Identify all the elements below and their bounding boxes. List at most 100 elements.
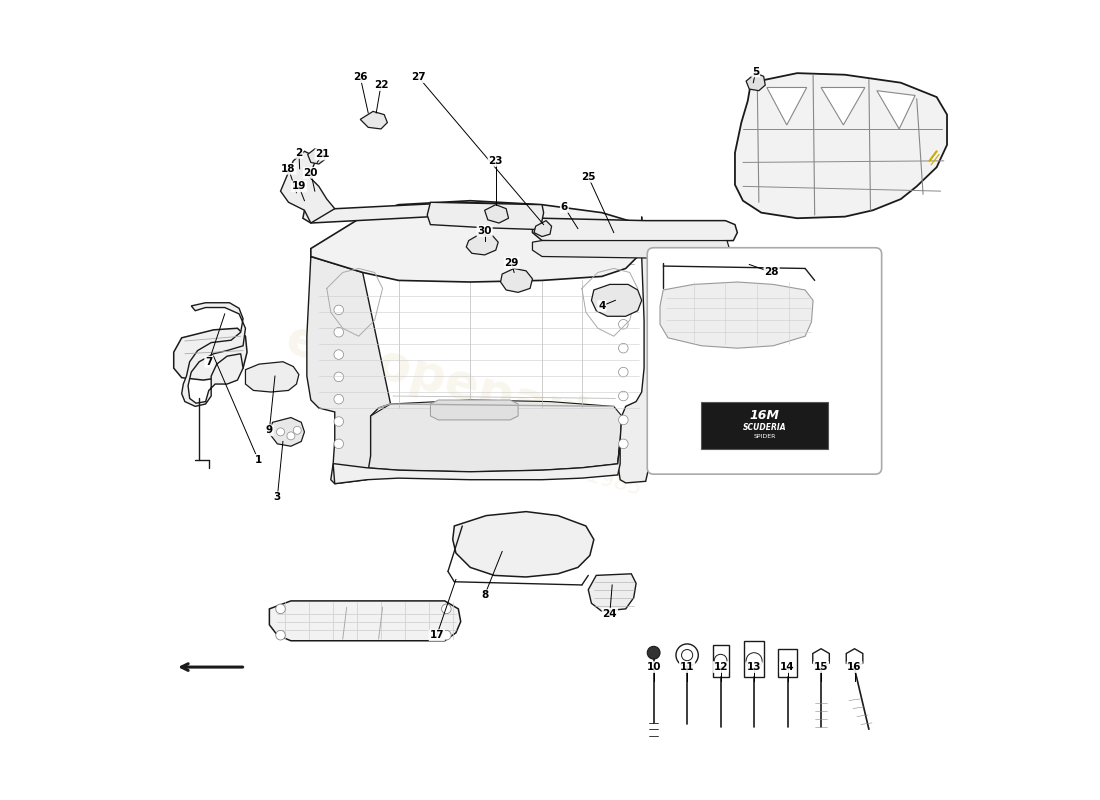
Circle shape (705, 227, 714, 235)
Polygon shape (430, 400, 518, 420)
Text: 13: 13 (747, 662, 761, 672)
Circle shape (609, 294, 622, 306)
Polygon shape (532, 218, 737, 242)
Text: automotive parts since 1985: automotive parts since 1985 (329, 397, 644, 499)
Text: 14: 14 (780, 662, 795, 672)
Text: 19: 19 (292, 182, 306, 191)
Polygon shape (302, 202, 542, 223)
Circle shape (673, 227, 682, 235)
Circle shape (441, 630, 451, 640)
Polygon shape (308, 149, 326, 164)
Circle shape (334, 372, 343, 382)
Bar (713, 645, 728, 677)
Circle shape (546, 227, 554, 235)
Polygon shape (361, 111, 387, 129)
Circle shape (641, 227, 650, 235)
Polygon shape (846, 649, 862, 668)
Circle shape (618, 367, 628, 377)
Circle shape (334, 417, 343, 426)
Text: 12: 12 (714, 662, 728, 672)
Circle shape (618, 343, 628, 353)
Polygon shape (535, 221, 551, 237)
Polygon shape (333, 440, 620, 484)
Text: 16: 16 (847, 662, 861, 672)
Text: SPIDER: SPIDER (754, 434, 776, 439)
Bar (778, 649, 798, 677)
Circle shape (647, 646, 660, 659)
Polygon shape (735, 73, 947, 218)
Text: 29: 29 (505, 258, 519, 268)
Circle shape (676, 644, 698, 666)
Circle shape (626, 227, 634, 235)
Text: 10: 10 (647, 662, 661, 672)
Text: 17: 17 (429, 630, 444, 640)
Text: 2: 2 (295, 148, 302, 158)
Circle shape (441, 604, 451, 614)
Polygon shape (767, 87, 806, 125)
Circle shape (594, 227, 602, 235)
Text: 11: 11 (680, 662, 694, 672)
Polygon shape (618, 217, 656, 483)
Text: 22: 22 (374, 80, 388, 90)
Circle shape (276, 428, 285, 436)
Circle shape (618, 391, 628, 401)
Circle shape (722, 227, 729, 235)
Polygon shape (245, 362, 299, 392)
Polygon shape (821, 87, 865, 125)
Text: 8: 8 (481, 590, 488, 600)
Polygon shape (280, 151, 334, 223)
Polygon shape (746, 73, 766, 90)
Polygon shape (500, 269, 532, 292)
Text: 21: 21 (316, 150, 330, 159)
Polygon shape (877, 90, 915, 129)
Circle shape (746, 653, 762, 669)
Text: 5: 5 (752, 66, 759, 77)
Text: 20: 20 (304, 168, 318, 178)
Circle shape (714, 654, 727, 667)
Polygon shape (427, 202, 543, 230)
Polygon shape (660, 282, 813, 348)
Text: 9: 9 (266, 426, 273, 435)
Polygon shape (532, 241, 729, 258)
Polygon shape (182, 302, 245, 406)
Text: 1: 1 (254, 454, 262, 465)
Text: europeparts: europeparts (280, 316, 628, 452)
Text: 16M: 16M (749, 410, 780, 422)
Polygon shape (174, 328, 248, 380)
Circle shape (609, 227, 618, 235)
Circle shape (276, 604, 285, 614)
Circle shape (334, 305, 343, 314)
Polygon shape (307, 249, 390, 484)
Polygon shape (485, 205, 508, 223)
Circle shape (618, 439, 628, 449)
Text: 23: 23 (488, 156, 503, 166)
Text: 27: 27 (411, 72, 426, 82)
Polygon shape (453, 512, 594, 577)
Text: 28: 28 (764, 267, 779, 278)
Text: 3: 3 (274, 492, 280, 502)
Polygon shape (270, 601, 461, 641)
Circle shape (287, 432, 295, 440)
Text: 26: 26 (353, 72, 367, 82)
Polygon shape (592, 285, 641, 316)
Circle shape (618, 319, 628, 329)
Circle shape (658, 227, 666, 235)
Polygon shape (270, 418, 305, 446)
Circle shape (334, 327, 343, 337)
Circle shape (578, 227, 586, 235)
Text: 24: 24 (603, 609, 617, 618)
Circle shape (276, 630, 285, 640)
Polygon shape (311, 201, 646, 282)
Text: 25: 25 (581, 172, 595, 182)
Circle shape (334, 439, 343, 449)
Text: 4: 4 (598, 301, 605, 311)
Circle shape (690, 227, 697, 235)
Text: 6: 6 (561, 202, 568, 212)
Circle shape (294, 426, 301, 434)
Text: 7: 7 (205, 357, 212, 366)
Circle shape (334, 350, 343, 359)
Text: 30: 30 (477, 226, 492, 236)
Circle shape (618, 415, 628, 425)
FancyBboxPatch shape (647, 248, 881, 474)
Polygon shape (466, 234, 498, 255)
